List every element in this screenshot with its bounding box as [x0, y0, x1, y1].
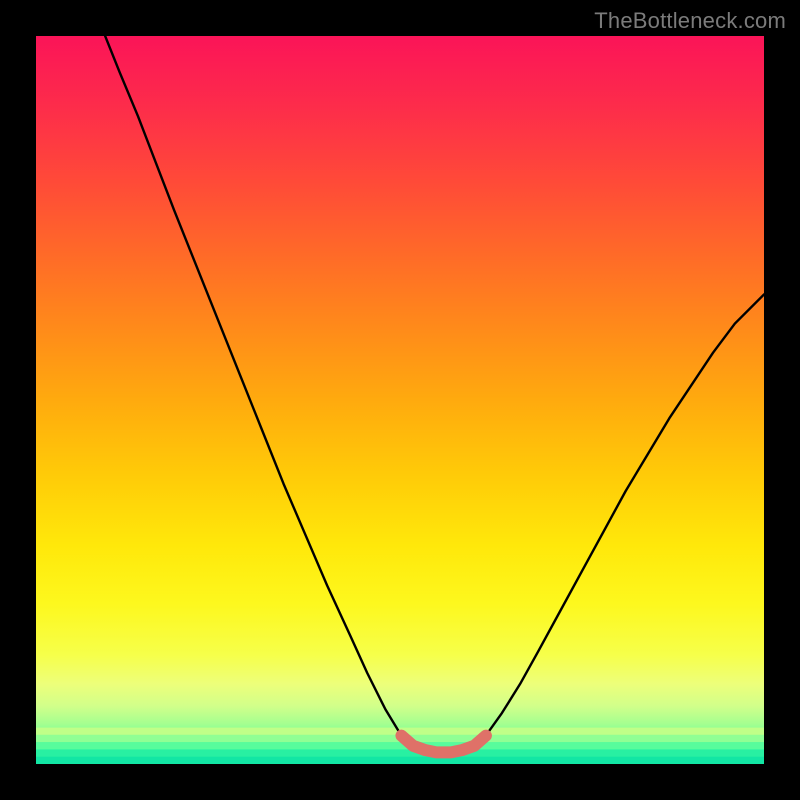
band: [36, 749, 764, 756]
watermark-text: TheBottleneck.com: [594, 8, 786, 34]
band: [36, 742, 764, 749]
plot-svg: [36, 36, 764, 764]
gradient-background: [36, 36, 764, 764]
plot-area: [36, 36, 764, 764]
band: [36, 757, 764, 764]
